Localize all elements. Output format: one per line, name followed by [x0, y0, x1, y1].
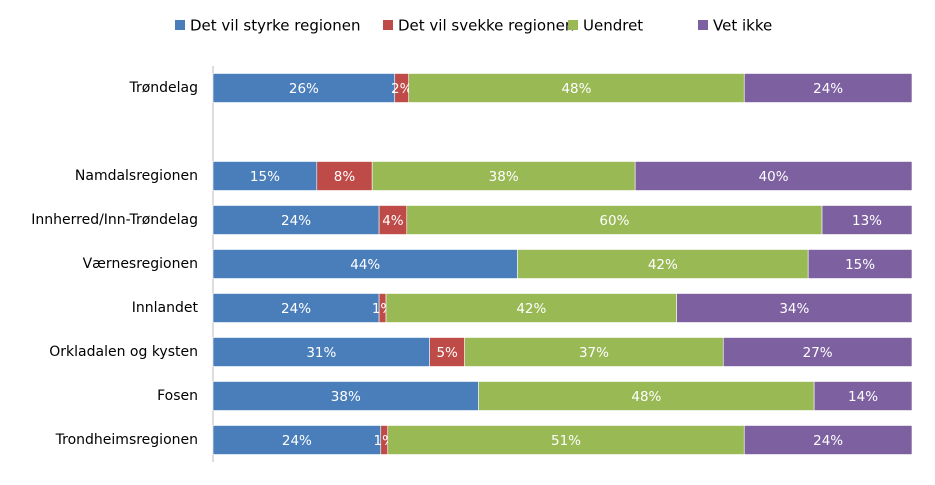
y-tick-label: Værnesregionen	[83, 256, 198, 272]
bar-segment	[316, 161, 373, 191]
data-label: 15%	[845, 257, 875, 273]
legend-swatch	[383, 20, 393, 30]
bar-segment	[807, 249, 913, 279]
data-label: 34%	[779, 301, 809, 317]
data-label: 51%	[551, 433, 581, 449]
data-label: 5%	[436, 345, 458, 361]
bar-segment	[743, 73, 913, 103]
data-label: 24%	[282, 433, 312, 449]
bar-segment	[813, 381, 913, 411]
legend-label: Vet ikke	[713, 17, 772, 35]
y-tick-label: Orkladalen og kysten	[49, 344, 198, 360]
data-label: 24%	[281, 301, 311, 317]
bar-segment	[722, 337, 913, 367]
bar-segment	[387, 425, 745, 455]
y-tick-label: Trondheimsregionen	[55, 432, 198, 448]
data-label: 42%	[516, 301, 546, 317]
legend-label: Uendret	[583, 17, 643, 35]
bar-segment	[676, 293, 913, 323]
data-label: 26%	[289, 81, 319, 97]
data-label: 14%	[848, 389, 878, 405]
data-label: 48%	[631, 389, 661, 405]
data-label: 8%	[334, 169, 356, 185]
bar-segment	[634, 161, 913, 191]
data-label: 24%	[281, 213, 311, 229]
data-label: 4%	[382, 213, 404, 229]
data-label: 60%	[599, 213, 629, 229]
legend-label: Det vil styrke regionen	[190, 17, 360, 35]
bar-segment	[821, 205, 913, 235]
data-label: 27%	[803, 345, 833, 361]
bar-segment	[743, 425, 913, 455]
y-tick-label: Trøndelag	[128, 80, 198, 96]
bar-segment	[429, 337, 465, 367]
data-label: 38%	[489, 169, 519, 185]
data-label: 38%	[331, 389, 361, 405]
bar-segment	[212, 249, 518, 279]
legend-swatch	[175, 20, 185, 30]
data-label: 24%	[813, 433, 843, 449]
bar-segment	[212, 73, 396, 103]
bar-segment	[385, 293, 677, 323]
y-tick-label: Fosen	[157, 388, 198, 404]
bar-segment	[212, 205, 380, 235]
bar-segment	[517, 249, 809, 279]
bar-segment	[378, 205, 408, 235]
bar-segment	[406, 205, 823, 235]
data-label: 24%	[813, 81, 843, 97]
data-label: 13%	[852, 213, 882, 229]
bar-segment	[212, 337, 430, 367]
data-label: 37%	[579, 345, 609, 361]
bar-segment	[212, 161, 318, 191]
y-tick-label: Innlandet	[132, 300, 199, 316]
bar-segment	[212, 293, 380, 323]
data-label: 31%	[306, 345, 336, 361]
legend-swatch	[698, 20, 708, 30]
bar-segment	[212, 381, 479, 411]
y-tick-label: Innherred/Inn-Trøndelag	[31, 212, 198, 228]
data-label: 44%	[350, 257, 380, 273]
data-label: 48%	[561, 81, 591, 97]
y-tick-label: Namdalsregionen	[75, 168, 198, 184]
legend-label: Det vil svekke regionen	[398, 17, 574, 35]
legend-swatch	[568, 20, 578, 30]
data-label: 15%	[250, 169, 280, 185]
bar-segment	[212, 425, 382, 455]
data-label: 2%	[391, 81, 413, 97]
bar-segment	[478, 381, 815, 411]
bar-segment	[371, 161, 636, 191]
data-label: 42%	[648, 257, 678, 273]
data-label: 40%	[759, 169, 789, 185]
